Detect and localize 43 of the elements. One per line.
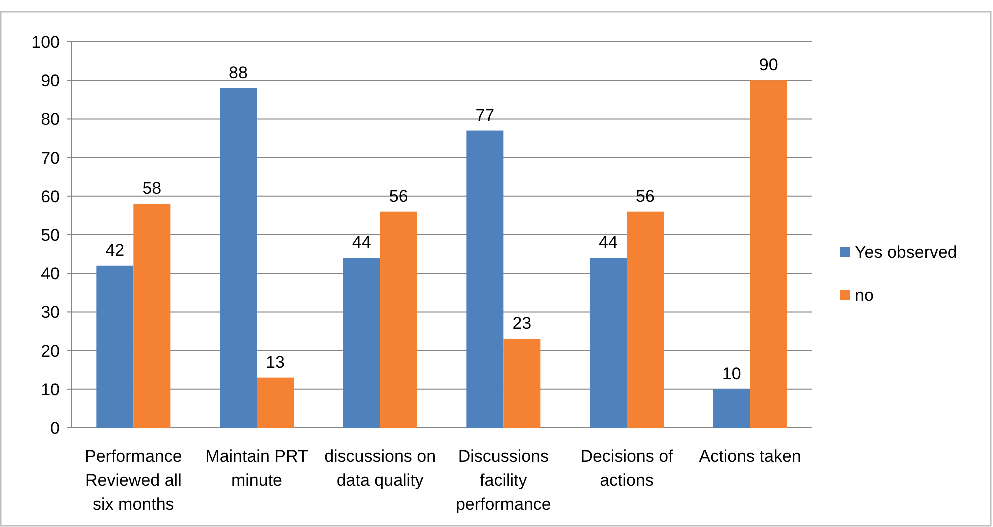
y-tick-label: 50 — [41, 226, 60, 245]
data-label: 23 — [512, 314, 532, 334]
data-label: 88 — [229, 63, 248, 82]
x-tick-label: Performance Reviewed all six months — [85, 447, 182, 514]
x-tick-label: Discussions facility performance — [456, 447, 552, 514]
y-tick-label: 0 — [50, 418, 60, 438]
legend-label: Yes observed — [855, 242, 958, 262]
bar — [343, 258, 380, 428]
y-tick-label: 70 — [41, 148, 60, 168]
data-label: 77 — [476, 106, 495, 125]
y-tick-label: 20 — [41, 342, 60, 361]
bar — [220, 88, 257, 428]
data-label: 44 — [599, 233, 618, 252]
bar — [713, 389, 750, 428]
x-tick-label: Maintain PRT minute — [206, 447, 308, 490]
bar — [134, 204, 171, 428]
x-tick-label: Actions taken — [699, 447, 802, 466]
bar — [380, 212, 418, 428]
data-label: 56 — [636, 186, 655, 206]
y-tick-label: 40 — [41, 264, 60, 284]
bar — [466, 130, 504, 428]
bar — [257, 378, 294, 428]
x-tick-label: Decisions of actions — [580, 447, 674, 490]
data-label: 56 — [389, 186, 408, 206]
bar — [504, 339, 541, 428]
x-tick-label: discussions on data quality — [324, 447, 436, 490]
data-label: 13 — [266, 352, 285, 372]
bar — [590, 258, 627, 428]
data-label: 90 — [759, 56, 778, 75]
y-tick-label: 80 — [41, 110, 60, 130]
y-tick-label: 100 — [32, 32, 60, 52]
y-tick-label: 90 — [41, 72, 60, 91]
data-label: 42 — [106, 240, 125, 260]
y-tick-label: 10 — [41, 380, 60, 400]
data-label: 58 — [142, 179, 162, 198]
y-tick-label: 30 — [41, 303, 60, 322]
data-label: 10 — [722, 364, 742, 384]
legend-label: no — [855, 286, 874, 305]
y-tick-label: 60 — [41, 187, 60, 206]
data-label: 44 — [352, 233, 372, 252]
bar — [750, 80, 788, 428]
bar — [627, 212, 664, 428]
bar — [96, 266, 134, 428]
